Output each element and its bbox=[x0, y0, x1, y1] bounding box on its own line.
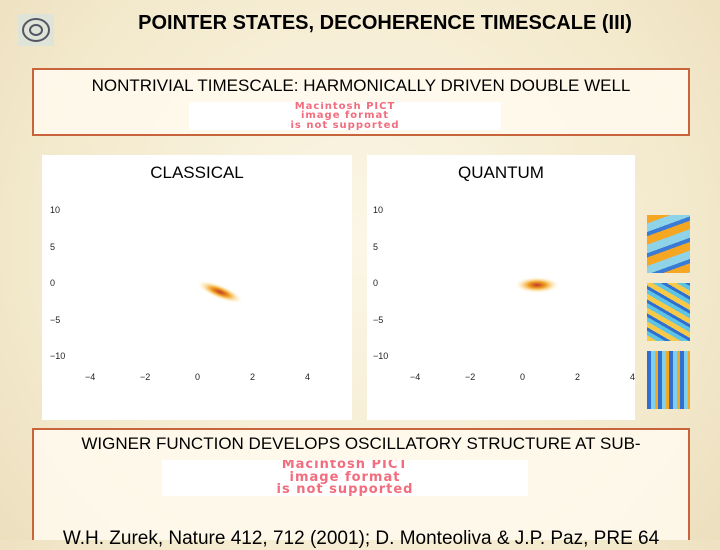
bottom-box-text: WIGNER FUNCTION DEVELOPS OSCILLATORY STR… bbox=[81, 434, 641, 453]
placeholder-line: is not supported bbox=[290, 119, 400, 131]
y-tick-label: −5 bbox=[373, 314, 384, 325]
x-tick-label: −4 bbox=[85, 372, 96, 382]
y-tick-label: −10 bbox=[50, 351, 66, 361]
wigner-plot bbox=[197, 280, 243, 304]
distribution bbox=[515, 277, 559, 293]
distribution bbox=[197, 280, 243, 304]
placeholder-line: Macintosh PICT bbox=[294, 102, 396, 112]
top-box: NONTRIVIAL TIMESCALE: HARMONICALLY DRIVE… bbox=[32, 68, 690, 136]
placeholder-line: is not supported bbox=[276, 482, 414, 496]
y-tick-label: −5 bbox=[50, 314, 61, 325]
image-placeholder: Macintosh PICT image format is not suppo… bbox=[189, 102, 501, 130]
y-tick-label: 0 bbox=[373, 278, 379, 288]
citation: W.H. Zurek, Nature 412, 712 (2001); D. M… bbox=[62, 528, 660, 549]
x-tick-label: 4 bbox=[305, 372, 311, 382]
x-tick-label: −2 bbox=[465, 372, 476, 382]
y-tick-label: 5 bbox=[50, 241, 56, 252]
top-box-text: NONTRIVIAL TIMESCALE: HARMONICALLY DRIVE… bbox=[91, 76, 631, 95]
x-tick-label: 4 bbox=[630, 372, 636, 382]
panel: QUANTUM 10 5 0 −5 −10 −4 −2 0 2 4 bbox=[367, 155, 635, 420]
x-tick-label: 0 bbox=[195, 372, 201, 382]
panel-label: QUANTUM bbox=[458, 163, 544, 182]
panel-label: CLASSICAL bbox=[150, 163, 244, 182]
x-tick-label: −2 bbox=[140, 372, 151, 382]
thumbnail bbox=[647, 215, 690, 273]
logo bbox=[18, 14, 54, 46]
y-tick-label: −10 bbox=[373, 351, 389, 361]
y-tick-label: 10 bbox=[373, 205, 384, 215]
thumbnail bbox=[647, 283, 690, 341]
placeholder-line: image format bbox=[300, 110, 390, 122]
bottom-box: WIGNER FUNCTION DEVELOPS OSCILLATORY STR… bbox=[32, 428, 690, 549]
wigner-plot bbox=[515, 277, 559, 293]
x-tick-label: 0 bbox=[520, 372, 526, 382]
y-tick-label: 5 bbox=[373, 241, 379, 252]
thumbnail bbox=[647, 351, 690, 409]
placeholder-line: image format bbox=[289, 469, 401, 485]
image-placeholder: Macintosh PICT image format is not suppo… bbox=[162, 460, 528, 496]
y-tick-label: 0 bbox=[50, 278, 56, 288]
x-tick-label: 2 bbox=[575, 372, 581, 382]
x-tick-label: −4 bbox=[410, 372, 421, 382]
slide-title: POINTER STATES, DECOHERENCE TIMESCALE (I… bbox=[138, 12, 632, 34]
y-tick-label: 10 bbox=[50, 205, 61, 215]
panel: CLASSICAL 10 5 0 −5 −10 −4 −2 0 2 4 bbox=[42, 155, 352, 420]
x-tick-label: 2 bbox=[250, 372, 256, 382]
placeholder-line: Macintosh PICT bbox=[281, 460, 409, 473]
